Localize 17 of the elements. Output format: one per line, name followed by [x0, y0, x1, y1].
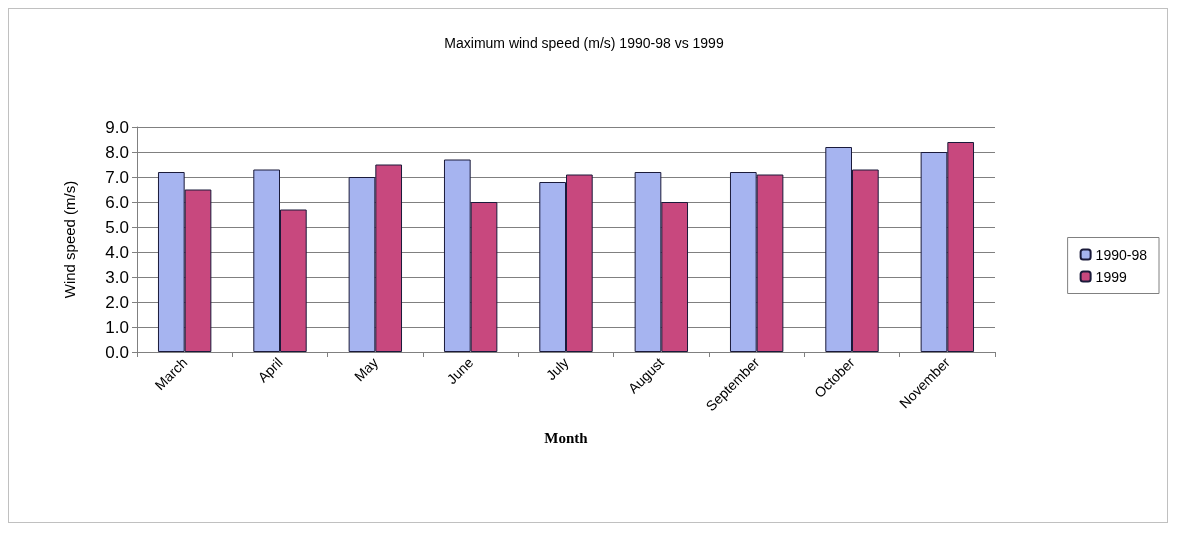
- x-tick-label: July: [542, 354, 572, 384]
- y-tick-label: 2.0: [105, 292, 129, 312]
- y-tick-label: 4.0: [105, 242, 129, 262]
- chart-title: Maximum wind speed (m/s) 1990-98 vs 1999: [444, 35, 724, 51]
- x-axis-title: Month: [544, 429, 589, 446]
- legend-label: 1990-98: [1095, 246, 1148, 263]
- y-tick-label: 3.0: [105, 267, 129, 287]
- y-tick-label: 9.0: [105, 117, 129, 137]
- legend-label: 1999: [1095, 268, 1127, 285]
- y-tick-label: 6.0: [105, 192, 129, 212]
- y-tick-label: 5.0: [105, 217, 129, 237]
- y-tick-label: 8.0: [105, 142, 129, 162]
- y-axis-title: Wind speed (m/s): [61, 180, 78, 299]
- x-tick-label: May: [350, 354, 381, 385]
- y-tick-label: 7.0: [105, 167, 129, 187]
- y-tick-label: 1.0: [105, 317, 129, 337]
- y-tick-label: 0.0: [105, 342, 129, 362]
